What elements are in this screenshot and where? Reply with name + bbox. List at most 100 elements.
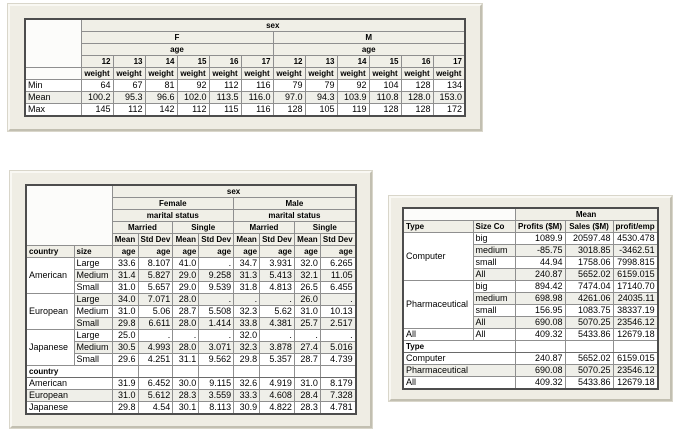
row-label: Large <box>73 257 113 270</box>
data-cell: 7474.04 <box>564 280 614 293</box>
header-row: Married Single Married Single <box>26 221 357 234</box>
column-header: Std Dev <box>198 233 235 246</box>
row-label: Large <box>73 329 113 342</box>
data-cell: 5433.86 <box>564 376 614 390</box>
data-cell: 4.813 <box>259 281 295 294</box>
data-cell: 92 <box>336 79 370 92</box>
data-cell: 156.95 <box>514 304 566 317</box>
header-row: age age <box>25 43 466 56</box>
table-row: Min 64 67 81 92 112 116 79 79 92 104 128 134 <box>24 79 466 92</box>
data-cell: 28.7 <box>293 353 321 366</box>
data-cell: 31.0 <box>293 305 321 318</box>
data-cell: 110.8 <box>368 91 402 104</box>
data-cell: 6.265 <box>319 257 357 270</box>
column-header: age <box>259 245 295 258</box>
row-label: Small <box>73 317 113 330</box>
section-header: country <box>25 365 113 378</box>
column-header: profit/emp <box>612 220 659 233</box>
data-cell: 4.739 <box>319 353 357 366</box>
data-cell: 115 <box>208 103 242 117</box>
row-label: Small <box>73 353 113 366</box>
section-row: Type <box>402 340 659 353</box>
column-header: age <box>172 245 200 258</box>
empty-cell <box>319 365 357 378</box>
row-label: American <box>25 377 113 390</box>
data-cell: 28.3 <box>293 401 321 415</box>
data-cell: 3018.85 <box>564 244 614 257</box>
data-cell: 113.5 <box>208 91 242 104</box>
column-header: age <box>198 245 235 258</box>
data-cell: 31.3 <box>233 269 261 282</box>
header-row: Type Size Co Profits ($M) Sales ($M) profit/… <box>402 220 659 233</box>
column-header: marital status <box>111 209 235 222</box>
column-header: 17 <box>240 55 274 68</box>
empty-cell <box>514 340 566 353</box>
column-header: Mean <box>233 233 261 246</box>
data-cell: 7.328 <box>319 389 357 402</box>
data-cell: 97.0 <box>272 91 306 104</box>
column-header: sex <box>80 18 466 32</box>
data-cell: 9.539 <box>198 281 235 294</box>
data-cell: 5.612 <box>137 389 174 402</box>
data-cell: 4.822 <box>259 401 295 415</box>
row-label: Japanese <box>25 401 113 415</box>
data-cell: 6159.015 <box>612 352 659 365</box>
data-cell: 1758.06 <box>564 256 614 269</box>
data-cell: 145 <box>80 103 114 117</box>
column-header: Sales ($M) <box>564 220 614 233</box>
data-cell: 4.993 <box>137 341 174 354</box>
data-cell: 25.7 <box>293 317 321 330</box>
data-cell: 29.8 <box>111 317 139 330</box>
data-cell: 134 <box>432 79 466 92</box>
missing-value-cell: . <box>198 329 235 342</box>
data-cell: 5.508 <box>198 305 235 318</box>
missing-value-cell: . <box>259 329 295 342</box>
header-row: sex <box>24 18 466 68</box>
column-header: weight <box>112 67 146 80</box>
column-header: weight <box>240 67 274 80</box>
data-cell: 5.06 <box>137 305 174 318</box>
empty-cell <box>111 365 139 378</box>
data-cell: 24035.11 <box>612 292 659 305</box>
data-cell: 112 <box>176 103 210 117</box>
data-cell: 5652.02 <box>564 268 614 281</box>
data-cell: 8.179 <box>319 377 357 390</box>
data-cell: 95.3 <box>112 91 146 104</box>
data-cell: 26.0 <box>293 293 321 306</box>
data-cell: 2.517 <box>319 317 357 330</box>
data-cell: 153.0 <box>432 91 466 104</box>
data-cell: -3462.51 <box>612 244 659 257</box>
header-row: Mean Std Dev Mean Std Dev Mean Std Dev Mean Std… <box>26 233 357 246</box>
data-cell: 142 <box>144 103 178 117</box>
column-header: age <box>272 43 466 56</box>
table-row: American Large 33.6 8.107 41.0. 34.7 3.931 32.0… <box>25 257 357 294</box>
data-cell: 116.0 <box>240 91 274 104</box>
data-cell: 34.7 <box>233 257 261 270</box>
empty-cell <box>612 340 659 353</box>
column-header: age <box>293 245 321 258</box>
data-cell: 12679.18 <box>612 376 659 390</box>
data-cell: 4.251 <box>137 353 174 366</box>
data-cell: 92 <box>176 79 210 92</box>
column-header: Male <box>233 197 357 210</box>
data-cell: 5.413 <box>259 269 295 282</box>
data-cell: 32.0 <box>233 329 261 342</box>
empty-cell <box>233 365 261 378</box>
data-cell: 28.4 <box>293 389 321 402</box>
spacer-cell <box>25 184 113 246</box>
empty-cell <box>172 365 200 378</box>
data-cell: 29.8 <box>111 401 139 415</box>
column-header: sex <box>111 184 357 198</box>
empty-cell <box>259 365 295 378</box>
data-cell: 7.071 <box>137 293 174 306</box>
output-panel-company-summary: Mean Type Size Co Profits ($M) Sales ($M) pro… <box>389 196 672 401</box>
data-cell: 30.9 <box>233 401 261 415</box>
data-cell: 100.2 <box>80 91 114 104</box>
row-label: small <box>472 256 516 269</box>
header-row: 12 13 14 15 16 17 12 13 14 15 16 17 <box>25 55 466 68</box>
data-cell: 31.8 <box>233 281 261 294</box>
row-label: Computer <box>402 352 516 365</box>
column-header: Type <box>402 220 474 233</box>
column-header: weight <box>400 67 434 80</box>
